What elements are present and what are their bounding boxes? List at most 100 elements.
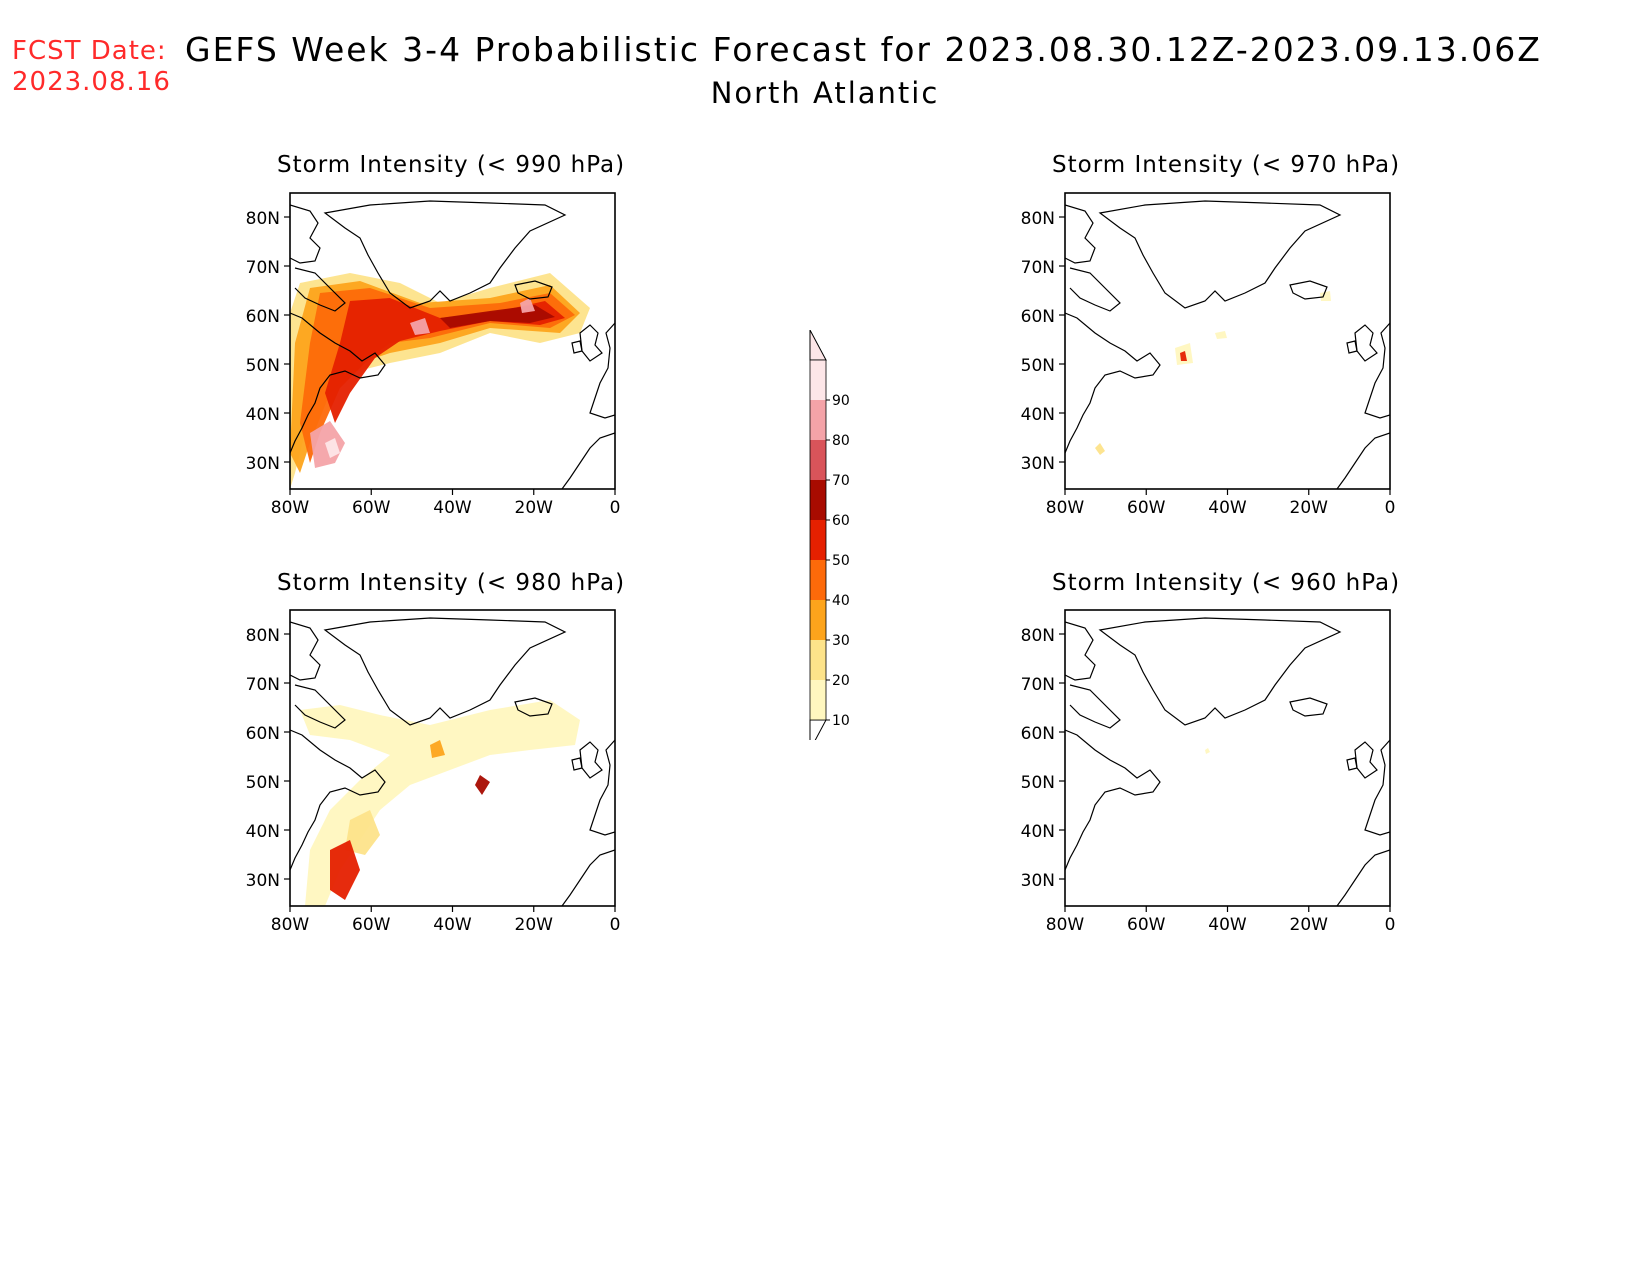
colorbar-label: 60 [832,513,850,529]
colorbar-segment [810,520,826,560]
lon-label: 20W [1290,915,1329,935]
coastline [1069,267,1121,312]
map-panel-960: 80N 70N 60N 50N 40N 30N 80W 60W 40W 20W 0 [1021,609,1396,935]
coastline [589,739,615,836]
lon-label: 80W [271,498,310,518]
lat-label: 40N [1021,405,1055,425]
coastline [1065,729,1161,871]
colorbar-frame [809,359,827,721]
lat-label: 50N [246,773,280,793]
coastlines [290,200,615,489]
map-frame [1064,192,1391,490]
lon-label: 20W [515,498,554,518]
map-frame [1064,609,1391,907]
coastline [1364,739,1390,836]
coastline [290,312,386,454]
lon-label: 20W [515,915,554,935]
lat-label: 70N [246,258,280,278]
lat-label: 70N [246,675,280,695]
lat-label: 50N [1021,773,1055,793]
prob-region [1205,748,1210,754]
map-panel-980: 80N 70N 60N 50N 40N 30N 80W 60W 40W 20W 0 [246,609,620,935]
lon-label: 20W [1290,498,1329,518]
forecast-date: FCST Date: 2023.08.16 [12,36,171,98]
coastline [589,322,615,419]
lon-label: 60W [1127,498,1166,518]
prob-region [325,298,565,423]
colorbar-segment [810,360,826,400]
lat-label: 40N [246,405,280,425]
lat-label: 30N [1021,454,1055,474]
colorbar: 10 20 30 40 50 60 70 80 90 [809,330,850,740]
lat-label: 40N [246,822,280,842]
coastline [1354,741,1378,779]
coastlines [1065,617,1390,906]
coastline [1346,757,1358,771]
lon-label: 40W [433,498,472,518]
coastline [1346,340,1358,354]
colorbar-label: 30 [832,633,850,649]
colorbar-label: 50 [832,553,850,569]
prob-region [1180,351,1187,361]
prob-region [1320,291,1331,301]
map-p980: 80N 70N 60N 50N 40N 30N 80W 60W 40W 20W 0 [246,609,620,935]
coastline [1098,200,1342,309]
lat-label: 70N [1021,675,1055,695]
lon-label: 0 [610,498,621,518]
prob-region [345,810,380,855]
colorbar-label: 90 [832,393,850,409]
lat-label: 60N [1021,724,1055,744]
page-subtitle: North Atlantic [710,76,940,110]
lon-label: 60W [352,498,391,518]
coastline [1069,684,1121,729]
coastline [571,340,583,354]
coastline [323,200,567,309]
colorbar-segment [810,440,826,480]
probability-field [300,700,580,906]
lat-label: 30N [1021,871,1055,891]
lat-label: 70N [1021,258,1055,278]
colorbar-label: 40 [832,593,850,609]
colorbar-segment [810,400,826,440]
colorbar-cap-high [809,330,827,361]
lon-label: 0 [1385,498,1396,518]
probability-field [1095,291,1331,455]
map-p960: 80N 70N 60N 50N 40N 30N 80W 60W 40W 20W 0 [1021,609,1396,935]
coastline [514,697,553,717]
panel-title-990: Storm Intensity (< 990 hPa) [277,152,626,178]
lat-label: 30N [246,454,280,474]
map-panel-990: 80N 70N 60N 50N 40N 30N 80W 60W 40W 20W 0 [246,192,621,518]
panel-title-980: Storm Intensity (< 980 hPa) [277,570,626,596]
prob-region [330,840,360,900]
lon-label: 60W [352,915,391,935]
coastline [571,757,583,771]
prob-region [300,700,580,906]
lon-label: 80W [1046,915,1085,935]
coastline [514,280,553,300]
prob-region [475,775,490,795]
coastline [1336,432,1390,489]
panel-title-960: Storm Intensity (< 960 hPa) [1052,570,1401,596]
lat-label: 50N [1021,356,1055,376]
coastline [561,849,615,906]
prob-region [430,740,445,758]
prob-region [410,318,430,335]
prob-region [1215,331,1227,339]
lon-label: 0 [1385,915,1396,935]
lon-label: 60W [1127,915,1166,935]
panel-title-970: Storm Intensity (< 970 hPa) [1052,152,1401,178]
lat-label: 80N [246,209,280,229]
coastline [1065,204,1096,264]
coastline [290,729,386,871]
probability-field [290,273,590,489]
lon-label: 80W [1046,498,1085,518]
fcst-label: FCST Date: [12,36,167,66]
lon-label: 40W [433,915,472,935]
colorbar-label: 70 [832,473,850,489]
lon-label: 40W [1208,915,1247,935]
prob-region [325,438,340,458]
lat-label: 30N [246,871,280,891]
coastline [294,267,346,312]
coastline [294,684,346,729]
lon-label: 40W [1208,498,1247,518]
